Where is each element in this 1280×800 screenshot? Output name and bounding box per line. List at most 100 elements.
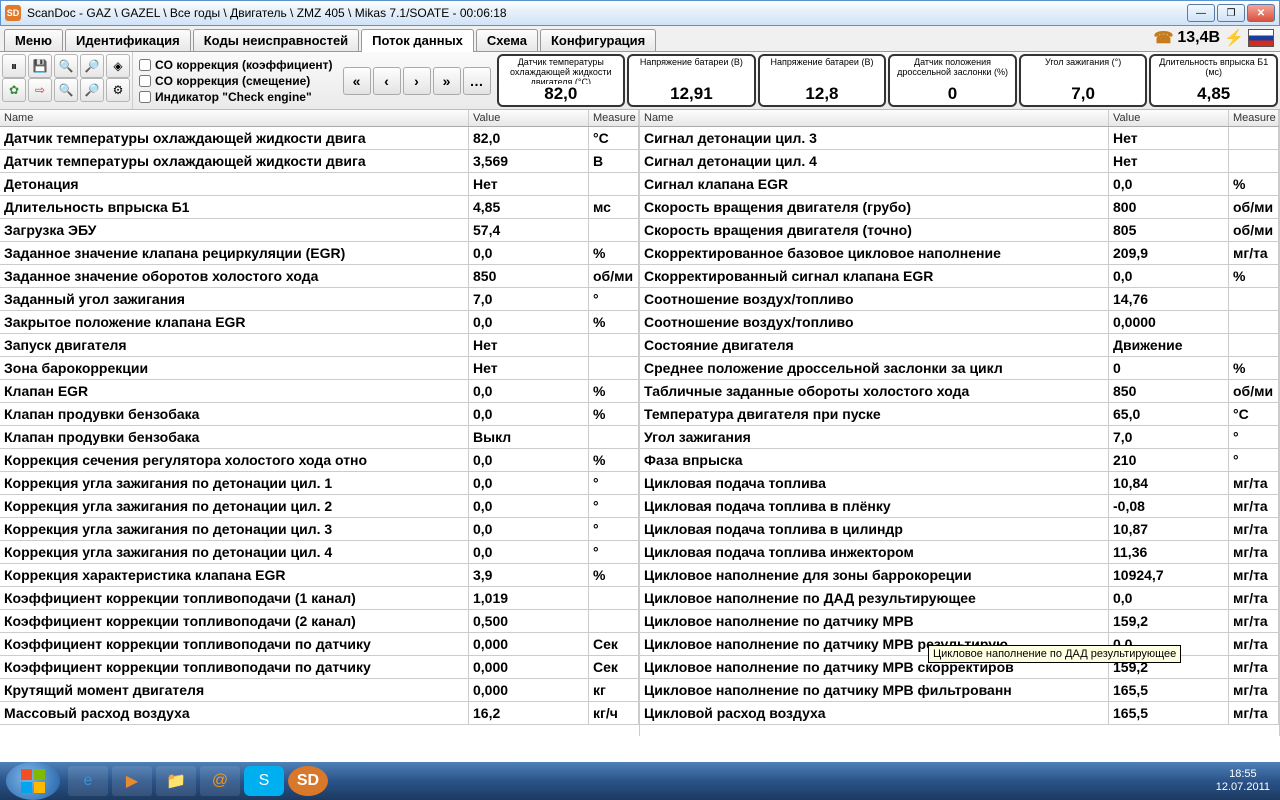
table-row[interactable]: Клапан EGR0,0%: [0, 380, 639, 403]
pause-button[interactable]: ⏸: [2, 54, 26, 78]
table-row[interactable]: Коррекция угла зажигания по детонации ци…: [0, 472, 639, 495]
table-row[interactable]: Соотношение воздух/топливо0,0000: [640, 311, 1279, 334]
table-row[interactable]: Цикловой расход воздуха165,5мг/та: [640, 702, 1279, 725]
table-row[interactable]: Цикловая подача топлива10,84мг/та: [640, 472, 1279, 495]
check-item-0[interactable]: CO коррекция (коэффициент): [139, 57, 333, 73]
table-row[interactable]: Температура двигателя при пуске65,0°С: [640, 403, 1279, 426]
nav-more-button[interactable]: …: [463, 67, 491, 95]
table-row[interactable]: Закрытое положение клапана EGR0,0%: [0, 311, 639, 334]
table-row[interactable]: Загрузка ЭБУ57,4: [0, 219, 639, 242]
taskbar-player-icon[interactable]: ▶: [112, 766, 152, 796]
table-row[interactable]: Заданное значение клапана рециркуляции (…: [0, 242, 639, 265]
close-button[interactable]: ✕: [1247, 4, 1275, 22]
table-row[interactable]: Табличные заданные обороты холостого ход…: [640, 380, 1279, 403]
table-row[interactable]: Крутящий момент двигателя0,000кг: [0, 679, 639, 702]
col-name[interactable]: Name: [0, 110, 469, 126]
table-row[interactable]: Состояние двигателяДвижение: [640, 334, 1279, 357]
leaf-button[interactable]: ✿: [2, 78, 26, 102]
col-name[interactable]: Name: [640, 110, 1109, 126]
taskbar-scandoc-icon[interactable]: SD: [288, 766, 328, 796]
table-row[interactable]: Коррекция характеристика клапана EGR3,9%: [0, 564, 639, 587]
tab-3[interactable]: Поток данных: [361, 29, 474, 52]
table-row[interactable]: Среднее положение дроссельной заслонки з…: [640, 357, 1279, 380]
zoom-button[interactable]: 🔎: [80, 54, 104, 78]
taskbar-skype-icon[interactable]: S: [244, 766, 284, 796]
table-row[interactable]: Коэффициент коррекции топливоподачи (2 к…: [0, 610, 639, 633]
table-row[interactable]: Заданный угол зажигания7,0°: [0, 288, 639, 311]
col-measure[interactable]: Measure: [589, 110, 639, 126]
find2-button[interactable]: 🔎: [80, 78, 104, 102]
table-row[interactable]: Скорректированное базовое цикловое напол…: [640, 242, 1279, 265]
table-row[interactable]: Коррекция угла зажигания по детонации ци…: [0, 518, 639, 541]
gauge-2[interactable]: Напряжение батареи (В)12,8: [758, 54, 887, 107]
taskbar-ie-icon[interactable]: e: [68, 766, 108, 796]
check-box[interactable]: [139, 91, 151, 103]
table-row[interactable]: Датчик температуры охлаждающей жидкости …: [0, 150, 639, 173]
taskbar-mail-icon[interactable]: @: [200, 766, 240, 796]
nav-next-button[interactable]: ›: [403, 67, 431, 95]
check-box[interactable]: [139, 59, 151, 71]
export-button[interactable]: ⇨: [28, 78, 52, 102]
table-row[interactable]: Цикловое наполнение по ДАД результирующе…: [640, 587, 1279, 610]
table-row[interactable]: Длительность впрыска Б14,85мс: [0, 196, 639, 219]
system-tray[interactable]: 18:55 12.07.2011: [1206, 768, 1280, 794]
table-row[interactable]: Заданное значение оборотов холостого ход…: [0, 265, 639, 288]
flag-russia[interactable]: [1248, 29, 1274, 47]
tab-0[interactable]: Меню: [4, 29, 63, 51]
taskbar-explorer-icon[interactable]: 📁: [156, 766, 196, 796]
table-row[interactable]: Скорректированный сигнал клапана EGR0,0%: [640, 265, 1279, 288]
table-row[interactable]: Скорость вращения двигателя (грубо)800об…: [640, 196, 1279, 219]
nav-prev-button[interactable]: ‹: [373, 67, 401, 95]
minimize-button[interactable]: —: [1187, 4, 1215, 22]
tab-2[interactable]: Коды неисправностей: [193, 29, 359, 51]
start-button[interactable]: [6, 762, 60, 800]
table-row[interactable]: Цикловая подача топлива инжектором11,36м…: [640, 541, 1279, 564]
check-item-2[interactable]: Индикатор "Check engine": [139, 89, 333, 105]
table-row[interactable]: Зона барокоррекцииНет: [0, 357, 639, 380]
table-row[interactable]: Клапан продувки бензобакаВыкл: [0, 426, 639, 449]
nav-first-button[interactable]: «: [343, 67, 371, 95]
check-item-1[interactable]: CO коррекция (смещение): [139, 73, 333, 89]
table-row[interactable]: Коэффициент коррекции топливоподачи (1 к…: [0, 587, 639, 610]
col-measure[interactable]: Measure: [1229, 110, 1279, 126]
table-row[interactable]: Цикловое наполнение по датчику МРВ фильт…: [640, 679, 1279, 702]
zoom-in-button[interactable]: 🔍: [54, 54, 78, 78]
table-row[interactable]: Запуск двигателяНет: [0, 334, 639, 357]
tab-5[interactable]: Конфигурация: [540, 29, 656, 51]
tab-4[interactable]: Схема: [476, 29, 538, 51]
table-row[interactable]: Массовый расход воздуха16,2кг/ч: [0, 702, 639, 725]
col-value[interactable]: Value: [469, 110, 589, 126]
gauge-0[interactable]: Датчик температуры охлаждающей жидкости …: [497, 54, 626, 107]
table-row[interactable]: Цикловое наполнение для зоны баррокореци…: [640, 564, 1279, 587]
table-row[interactable]: Фаза впрыска210°: [640, 449, 1279, 472]
check-box[interactable]: [139, 75, 151, 87]
find-button[interactable]: 🔍: [54, 78, 78, 102]
table-row[interactable]: Сигнал клапана EGR0,0%: [640, 173, 1279, 196]
table-row[interactable]: Коррекция угла зажигания по детонации ци…: [0, 495, 639, 518]
maximize-button[interactable]: ❐: [1217, 4, 1245, 22]
tools-button[interactable]: ⚙: [106, 78, 130, 102]
table-row[interactable]: Цикловая подача топлива в цилиндр10,87мг…: [640, 518, 1279, 541]
table-row[interactable]: Коррекция угла зажигания по детонации ци…: [0, 541, 639, 564]
gauge-3[interactable]: Датчик положения дроссельной заслонки (%…: [888, 54, 1017, 107]
table-row[interactable]: Коэффициент коррекции топливоподачи по д…: [0, 656, 639, 679]
gauge-4[interactable]: Угол зажигания (°)7,0: [1019, 54, 1148, 107]
table-row[interactable]: Соотношение воздух/топливо14,76: [640, 288, 1279, 311]
gauge-1[interactable]: Напряжение батареи (В)12,91: [627, 54, 756, 107]
table-row[interactable]: Скорость вращения двигателя (точно)805об…: [640, 219, 1279, 242]
table-row[interactable]: Цикловая подача топлива в плёнку-0,08мг/…: [640, 495, 1279, 518]
table-row[interactable]: Коррекция сечения регулятора холостого х…: [0, 449, 639, 472]
nav-last-button[interactable]: »: [433, 67, 461, 95]
table-row[interactable]: Угол зажигания7,0°: [640, 426, 1279, 449]
compass-button[interactable]: ◈: [106, 54, 130, 78]
table-row[interactable]: Датчик температуры охлаждающей жидкости …: [0, 127, 639, 150]
save-button[interactable]: 💾: [28, 54, 52, 78]
table-row[interactable]: Цикловое наполнение по датчику МРВ159,2м…: [640, 610, 1279, 633]
col-value[interactable]: Value: [1109, 110, 1229, 126]
table-row[interactable]: Коэффициент коррекции топливоподачи по д…: [0, 633, 639, 656]
table-row[interactable]: ДетонацияНет: [0, 173, 639, 196]
table-row[interactable]: Сигнал детонации цил. 3Нет: [640, 127, 1279, 150]
table-row[interactable]: Сигнал детонации цил. 4Нет: [640, 150, 1279, 173]
gauge-5[interactable]: Длительность впрыска Б1 (мс)4,85: [1149, 54, 1278, 107]
table-row[interactable]: Клапан продувки бензобака0,0%: [0, 403, 639, 426]
